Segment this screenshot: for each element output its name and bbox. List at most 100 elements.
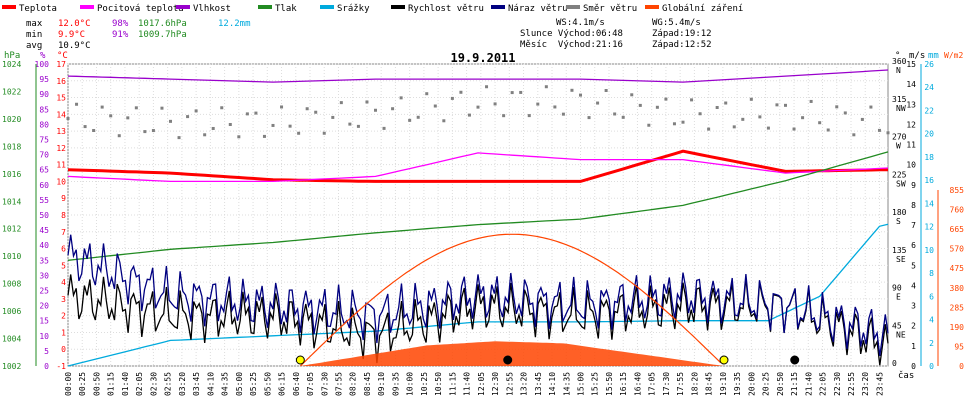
x-tick-label: 04:10 (206, 372, 215, 396)
stats-max-temp: 12.0°C (58, 19, 91, 29)
left-axes: 1002100410061008101010121014101610181020… (2, 60, 66, 371)
x-tick-label: 18:45 (705, 372, 714, 396)
stats-avg-label: avg (26, 41, 42, 51)
x-tick-label: 00:25 (78, 372, 87, 396)
x-tick-label: 05:25 (249, 372, 258, 396)
x-tick-label: 13:45 (534, 372, 543, 396)
chart-title: 19.9.2011 (450, 51, 515, 65)
wind-speed-tick: 9 (911, 181, 916, 190)
rain-tick: 2 (929, 339, 934, 348)
wind-dir-point (425, 92, 429, 96)
stats-block: max 12.0°C 98% 1017.6hPa 12.2mm min 9.9°… (26, 19, 251, 51)
stats-min-label: min (26, 30, 42, 40)
wind-dir-point (818, 121, 822, 125)
humidity-tick: 40 (39, 241, 49, 250)
x-tick-label: 20:25 (762, 372, 771, 396)
wind-dir-point (570, 88, 574, 92)
pressure-tick: 1014 (2, 197, 21, 206)
series-rychlost-větru (67, 274, 889, 366)
wind-dir-label: N (896, 66, 901, 75)
x-tick-label: 12:05 (477, 372, 486, 396)
moonrise-marker (790, 355, 800, 365)
wind-dir-point (672, 122, 676, 126)
stats-max-label: max (26, 19, 43, 29)
wind-dir-point (160, 106, 164, 110)
x-tick-label: 07:55 (334, 372, 343, 396)
pressure-tick: 1024 (2, 60, 21, 69)
wind-speed-tick: 4 (911, 281, 916, 290)
x-tick-label: 09:10 (377, 372, 386, 396)
humidity-tick: 75 (39, 136, 49, 145)
humidity-tick: 60 (39, 181, 49, 190)
wind-dir-point (527, 114, 531, 118)
wind-dir-label: W (896, 142, 901, 151)
wind-speed-tick: 1 (911, 342, 916, 351)
stats-max-hum: 98% (112, 19, 129, 29)
x-tick-label: 19:10 (719, 372, 728, 396)
pressure-tick: 1018 (2, 142, 21, 151)
wind-dir-point (877, 128, 881, 132)
wind-dir-tick: 360 (892, 57, 907, 66)
legend-label: Srážky (337, 4, 370, 14)
wind-dir-point (271, 123, 275, 127)
rain-tick: 16 (924, 176, 934, 185)
humidity-tick: 50 (39, 211, 49, 220)
wind-dir-point (801, 116, 805, 120)
humidity-tick: 85 (39, 105, 49, 114)
wind-speed-tick: 12 (906, 120, 916, 129)
wind-dir-point (835, 105, 839, 109)
info-mesic: Měsíc Východ:21:16 (520, 40, 623, 50)
pressure-tick: 1004 (2, 335, 21, 344)
wind-dir-point (433, 104, 437, 108)
sun-moon-markers (295, 355, 800, 365)
info-ws: WS:4.1m/s (556, 18, 605, 28)
legend-label: Vlhkost (193, 4, 231, 14)
wind-dir-point (83, 125, 87, 129)
wind-dir-point (374, 108, 377, 112)
wind-dir-point (647, 123, 651, 127)
wind-dir-point (143, 130, 147, 134)
radiation-tick: 475 (950, 264, 965, 273)
radiation-tick: 570 (950, 245, 965, 254)
stats-max-rain: 12.2mm (218, 19, 251, 29)
wind-dir-point (134, 106, 138, 110)
temp-tick: 14 (56, 110, 66, 119)
wind-dir-point (254, 111, 258, 115)
humidity-tick: 5 (44, 347, 49, 356)
x-tick-label: 06:15 (278, 372, 287, 396)
legend-label: Rychlost větru (408, 4, 484, 14)
radiation-tick: 855 (950, 186, 965, 195)
radiation-tick: 285 (950, 303, 965, 312)
wind-dir-point (536, 102, 540, 106)
temp-tick: 17 (56, 60, 66, 69)
wind-dir-point (775, 103, 779, 107)
humidity-tick: 100 (35, 60, 50, 69)
x-tick-label: 12:30 (491, 372, 500, 396)
wind-speed-tick: 15 (906, 60, 916, 69)
stats-min-hum: 91% (112, 30, 129, 40)
x-tick-label: 14:35 (562, 372, 571, 396)
legend-label: Náraz větru (508, 4, 568, 14)
wind-dir-point (177, 136, 181, 140)
pressure-tick: 1002 (2, 362, 21, 371)
wind-dir-point (408, 118, 412, 122)
sunrise-marker (295, 355, 305, 365)
humidity-tick: 30 (39, 271, 49, 280)
wind-dir-point (237, 135, 241, 139)
series (66, 69, 890, 367)
wind-dir-point (809, 99, 813, 103)
temp-tick: 16 (56, 77, 66, 86)
rain-tick: 22 (924, 106, 934, 115)
legend-swatch (566, 5, 580, 9)
x-tick-label: 14:10 (548, 372, 557, 396)
x-tick-label: 02:05 (135, 372, 144, 396)
wind-dir-point (297, 131, 301, 135)
wind-dir-point (339, 101, 343, 105)
x-tick-label: 05:50 (263, 372, 272, 396)
rain-tick: 12 (924, 223, 934, 232)
wind-dir-point (852, 133, 856, 137)
wind-dir-point (476, 105, 480, 109)
rain-tick: 8 (929, 269, 934, 278)
humidity-tick: 35 (39, 256, 49, 265)
